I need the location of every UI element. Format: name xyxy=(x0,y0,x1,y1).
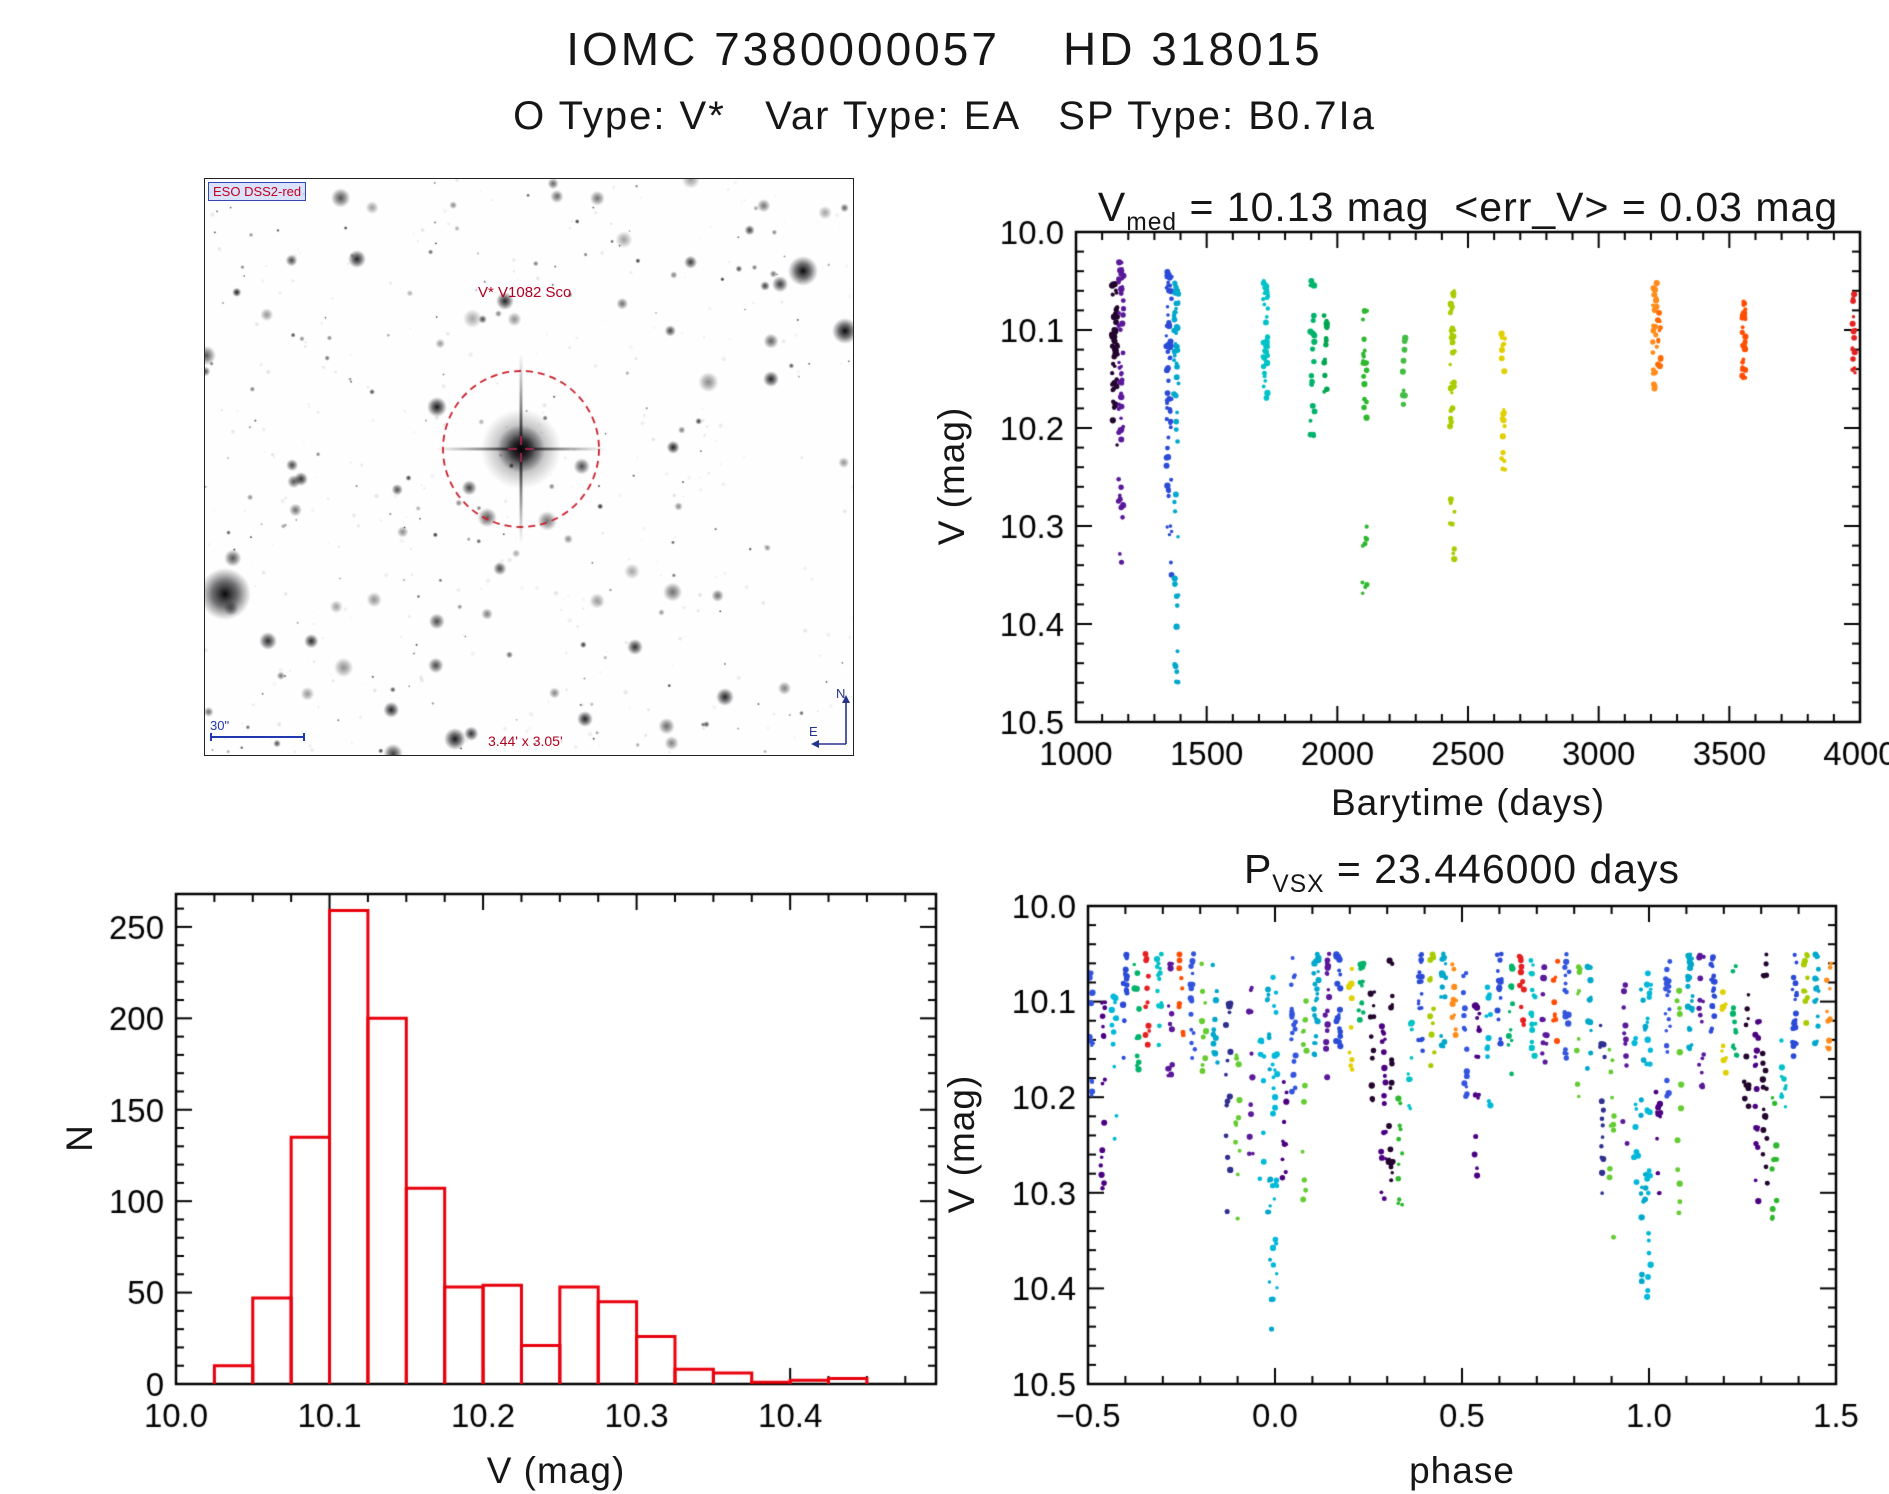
finder-scale-line xyxy=(210,733,305,741)
compass-east-arrowhead xyxy=(811,740,819,748)
phase-ylabel: V (mag) xyxy=(941,1074,982,1214)
lightcurve-plot xyxy=(980,180,1889,800)
finder-scale-label: 30" xyxy=(210,718,230,733)
finder-fov-label: 3.44' x 3.05' xyxy=(488,733,563,749)
page-subtitle: O Type: V* Var Type: EA SP Type: B0.7Ia xyxy=(513,94,1376,138)
phase-plot xyxy=(990,870,1889,1490)
histogram-plot xyxy=(60,860,990,1460)
histogram-ylabel: N xyxy=(59,1124,100,1152)
finder-star-label: V* V1082 Sco xyxy=(478,284,572,301)
finder-scale-bar: 30" xyxy=(210,718,305,741)
lightcurve-ylabel: V (mag) xyxy=(931,406,972,546)
compass-north-label: N xyxy=(836,686,845,701)
compass-east-label: E xyxy=(809,724,818,739)
finder-chart-image xyxy=(204,178,854,756)
compass-icon: N E xyxy=(809,686,850,748)
phase-xlabel: phase xyxy=(1409,1450,1515,1491)
finder-survey-label: ESO DSS2-red xyxy=(208,182,307,201)
histogram-xlabel: V (mag) xyxy=(486,1450,626,1491)
lightcurve-xlabel: Barytime (days) xyxy=(1330,782,1606,823)
page-title: IOMC 7380000057 HD 318015 xyxy=(566,23,1323,75)
compass-north-arrowhead xyxy=(842,695,850,703)
